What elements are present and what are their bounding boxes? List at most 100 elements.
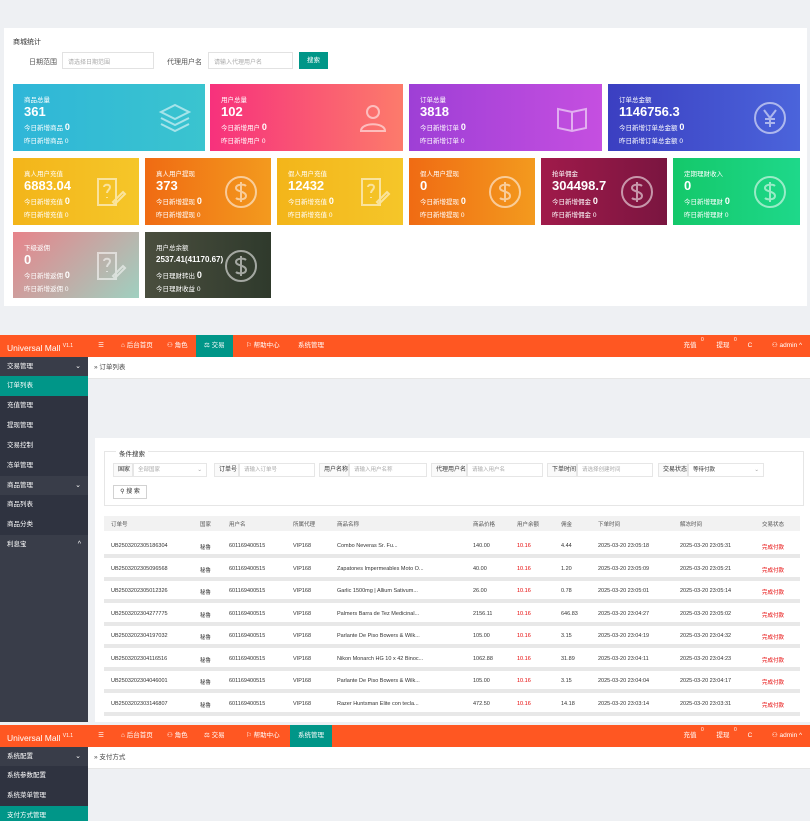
sidebar-group[interactable]: 利息宝 ^ [0,535,88,554]
country-label: 国家 [113,463,133,477]
table-cell: 105.00 [473,633,490,639]
filter-search-button[interactable]: ⚲ 搜 索 [113,485,147,499]
stat-card: 商品总量 361 今日新增商品 0 昨日新增商品 0 [13,84,205,151]
table-cell: 601169400515 [229,700,266,707]
withdraw-nav[interactable]: 提现 [716,342,730,349]
agent-username-label: 代理用户名 [167,59,202,66]
sidebar-item[interactable]: 支付方式管理 [0,806,88,821]
stat-yesterday: 昨日新增返佣 0 [24,286,69,293]
user-menu[interactable]: ⚇ admin ^ [771,732,803,739]
sidebar-item[interactable]: 交易控制 [0,436,88,456]
user-menu[interactable]: ⚇ admin ^ [771,342,803,349]
stat-value: 0 [420,178,428,193]
table-cell[interactable]: 完成付款 [762,680,785,686]
table-row[interactable] [104,648,800,671]
stat-card: 真人用户提现 373 今日新增提现 0 昨日新增提现 0 [145,158,271,225]
stat-title: 用户总量 [221,97,247,104]
recharge-nav[interactable]: 充值 [683,342,697,349]
sidebar-item[interactable]: 订单列表 [0,376,88,396]
table-cell[interactable]: 完成付款 [762,567,785,574]
nav-roles[interactable]: ⚇ 角色 [167,732,188,739]
nav-trade[interactable]: ⚖ 交易 [204,732,225,739]
sidebar-group[interactable]: 系统配置 ⌄ [0,747,88,766]
sidebar-item[interactable]: 冻单管理 [0,456,88,476]
app-logo[interactable]: Universal Mall V1.1 [7,342,74,353]
sidebar: 系统配置 ⌄ 系统参数配置 系统菜单管理 支付方式管理 [0,747,88,821]
stats-title: 商城统计 [13,39,41,46]
search-icon: ⚲ [120,489,125,495]
country-select[interactable]: 全部国家 ⌄ [133,463,207,477]
nav-system[interactable]: 系统管理 [290,725,332,747]
stat-title: 定期理财收入 [684,171,723,178]
dollar-icon [487,174,523,210]
withdraw-badge: 0 [734,727,737,733]
stats-search-button[interactable]: 搜索 [299,52,328,69]
agent-input[interactable]: 请输入用户名 [467,463,543,477]
table-cell[interactable]: 完成付款 [762,657,785,664]
agent-username-input[interactable]: 请输入代理用户名 [208,52,293,69]
stat-title: 用户总余额 [156,245,189,252]
order-no-input[interactable]: 请输入订单号 [239,463,315,477]
table-row[interactable] [104,626,800,648]
sidebar-group[interactable]: 交易管理 ⌄ [0,357,88,376]
dollar-icon [223,174,259,210]
nav-system[interactable]: 系统管理 [298,342,324,349]
table-cell: Palmers Barra de Tez Medicinal... [337,610,420,617]
stat-yesterday: 昨日新增充值 0 [24,212,69,219]
chevron-icon: ⌄ [75,363,81,370]
table-row[interactable] [104,693,800,716]
table-cell: 秘鲁 [200,545,212,551]
stat-today: 今日新增订单总金额 0 [619,122,685,132]
sidebar-item[interactable]: 商品分类 [0,515,88,535]
table-cell: 3.15 [561,678,572,684]
sidebar-item[interactable]: 提现管理 [0,416,88,436]
table-cell[interactable]: 完成付款 [762,702,785,709]
nav-roles[interactable]: ⚇ 角色 [167,342,188,349]
stat-yesterday: 昨日新增订单总金额 0 [619,138,683,145]
sidebar-group[interactable]: 商品管理 ⌄ [0,476,88,495]
order-time-input[interactable]: 请选择创建时间 [577,463,653,477]
nav-help[interactable]: ⚐ 帮助中心 [246,732,280,739]
table-row[interactable] [104,536,800,558]
withdraw-nav[interactable]: 提现 [716,732,730,739]
table-cell: 2025-03-20 23:03:14 [598,700,650,707]
status-select[interactable]: 等待付款 ⌄ [688,463,764,477]
recharge-nav[interactable]: 充值 [683,732,697,739]
nav-home[interactable]: ⌂ 后台首页 [121,342,153,349]
menu-toggle-icon[interactable]: ☰ [98,732,104,739]
nav-help[interactable]: ⚐ 帮助中心 [246,342,280,349]
username-input[interactable]: 请输入用户名称 [349,463,427,477]
stat-value: 2537.41(41170.67) [156,255,224,264]
table-cell: 140.00 [473,543,490,549]
table-cell[interactable]: 完成付款 [762,635,785,641]
app-logo[interactable]: Universal Mall V1.1 [7,732,74,743]
table-cell[interactable]: 完成付款 [762,612,785,619]
column-header: 商品价格 [473,522,496,528]
table-cell: 10.16 [517,678,531,684]
withdraw-badge: 0 [734,337,737,343]
column-header: 国家 [200,522,212,528]
sidebar-item[interactable]: 系统参数配置 [0,766,88,786]
breadcrumb: » 订单列表 [88,357,810,379]
table-cell[interactable]: 完成付款 [762,590,785,596]
table-cell: Parlante De Piso Bowers & Wilk... [337,633,420,639]
table-cell: Razer Huntsman Elite con tecla... [337,700,419,707]
stat-value: 12432 [288,178,325,193]
nav-trade[interactable]: ⚖ 交易 [196,335,233,357]
sidebar-item[interactable]: 充值管理 [0,396,88,416]
date-range-input[interactable]: 请选择日期范围 [62,52,154,69]
sidebar-item[interactable]: 系统菜单管理 [0,786,88,806]
table-row[interactable] [104,558,800,581]
table-cell: 2025-03-20 23:04:32 [680,633,732,639]
refresh-icon[interactable]: C [747,732,753,739]
sidebar-item[interactable]: 商品列表 [0,495,88,515]
table-cell[interactable]: 完成付款 [762,545,785,551]
table-cell: 2025-03-20 23:04:23 [680,655,732,662]
table-row[interactable] [104,671,800,693]
table-row[interactable] [104,603,800,626]
menu-toggle-icon[interactable]: ☰ [98,342,104,349]
nav-home[interactable]: ⌂ 后台首页 [121,732,153,739]
refresh-icon[interactable]: C [747,342,753,349]
table-cell: 秘鲁 [200,635,212,641]
table-row[interactable] [104,581,800,603]
